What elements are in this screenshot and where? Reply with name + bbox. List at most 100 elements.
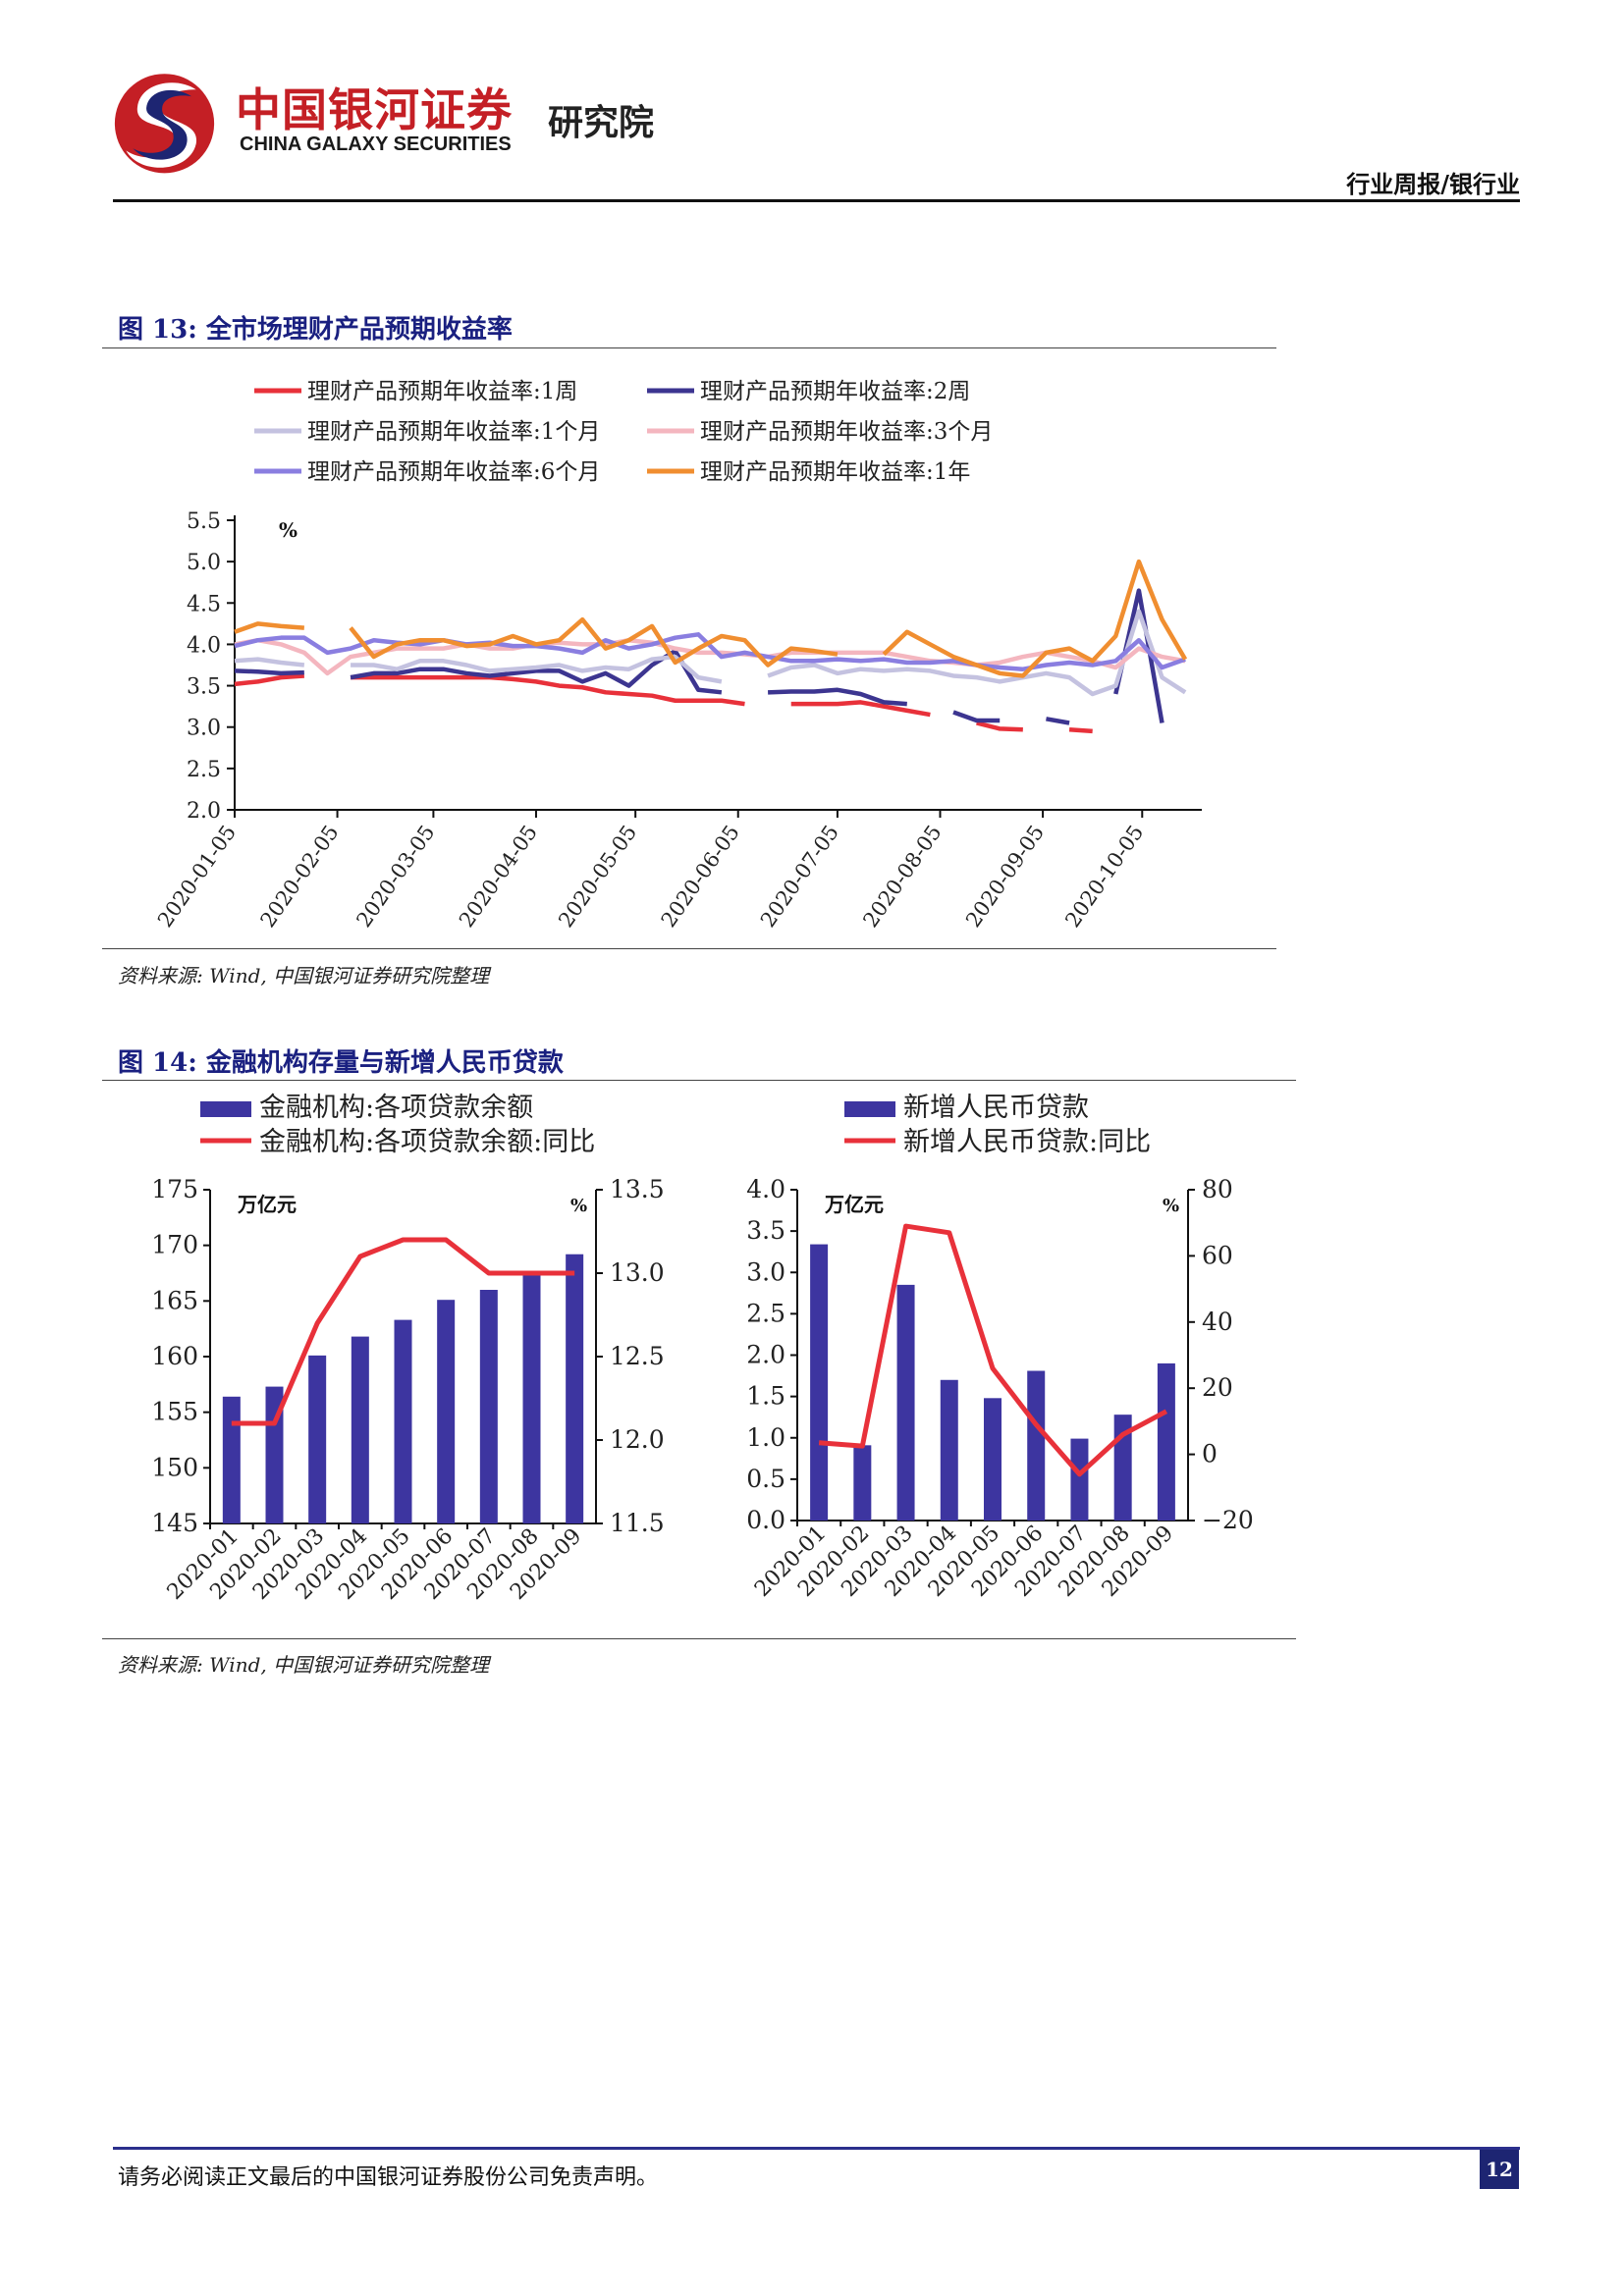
x-tick-label: 2020-05-05 (554, 821, 641, 932)
x-tick-label: 2020-03-05 (352, 821, 439, 932)
y-tick-label: 3.5 (187, 675, 221, 700)
y-tick-label: 2.0 (187, 799, 221, 824)
bar (896, 1284, 915, 1521)
page-number: 12 (1480, 2150, 1519, 2189)
legend-label-5: 理财产品预期年收益率:6个月 (307, 459, 600, 485)
bar (1157, 1362, 1175, 1521)
yield-line-chart: 理财产品预期年收益率:1周 理财产品预期年收益率:2周理财产品预期年收益率:1个月… (153, 379, 1202, 932)
header-rule (113, 199, 1520, 202)
right-tick-label: −20 (1202, 1506, 1254, 1534)
left-tick-label: 3.0 (746, 1257, 785, 1286)
series-line-2 (1046, 717, 1070, 725)
y-tick-label: 3.0 (187, 717, 221, 741)
legend-line-label: 新增人民币贷款:同比 (903, 1127, 1151, 1157)
figure-13-source: 资料来源: Wind, 中国银河证券研究院整理 (118, 964, 490, 988)
left-tick-label: 1.5 (746, 1382, 785, 1411)
galaxy-logo-icon (114, 74, 215, 174)
legend-label-3: 理财产品预期年收益率:1个月 (307, 419, 600, 445)
legend-label-2: 理财产品预期年收益率:2周 (700, 379, 970, 404)
y-tick-label: 4.0 (187, 633, 221, 658)
legend-label-1: 理财产品预期年收益率:1周 (307, 379, 577, 404)
right-tick-label: 13.0 (610, 1258, 665, 1287)
left-tick-label: 165 (151, 1286, 198, 1314)
series-line-3 (767, 609, 1187, 697)
left-axis-unit: 万亿元 (237, 1193, 297, 1216)
left-tick-label: 0.0 (746, 1506, 785, 1534)
left-tick-label: 0.5 (746, 1465, 785, 1493)
bar (437, 1300, 456, 1523)
right-tick-label: 12.0 (610, 1425, 665, 1454)
legend-label-4: 理财产品预期年收益率:3个月 (700, 419, 993, 445)
institute-name: 研究院 (548, 103, 655, 143)
left-tick-label: 170 (151, 1231, 198, 1259)
legend-bar-label: 金融机构:各项贷款余额 (259, 1093, 533, 1123)
bar (265, 1386, 284, 1523)
brand-name-en: CHINA GALAXY SECURITIES (240, 133, 512, 155)
footer-disclaimer: 请务必阅读正文最后的中国银河证券股份公司免责声明。 (118, 2165, 659, 2190)
series-line-1 (976, 721, 1023, 732)
left-tick-label: 155 (151, 1398, 198, 1426)
brand-name-cn: 中国银河证券 (236, 83, 513, 136)
series-line-2 (952, 710, 1001, 723)
bar (351, 1336, 369, 1523)
bar (853, 1445, 872, 1521)
left-tick-label: 145 (151, 1509, 198, 1537)
bar (479, 1290, 498, 1523)
left-tick-label: 160 (151, 1342, 198, 1370)
x-tick-label: 2020-02-05 (256, 821, 344, 932)
left-axis-unit: 万亿元 (824, 1193, 884, 1216)
left-tick-label: 4.0 (746, 1175, 785, 1203)
series-line-6 (882, 559, 1188, 678)
right-tick-label: 80 (1202, 1175, 1233, 1203)
series-line-3 (351, 654, 723, 684)
bar (566, 1254, 584, 1523)
x-tick-label: 2020-09-05 (961, 821, 1049, 932)
y-axis-unit: % (279, 518, 298, 542)
series-line-6 (349, 616, 839, 667)
x-tick-label: 2020-08-05 (858, 821, 946, 932)
legend-label-6: 理财产品预期年收益率:1年 (700, 459, 970, 485)
right-tick-label: 40 (1202, 1308, 1233, 1336)
series-line-4 (234, 637, 1186, 676)
right-tick-label: 11.5 (610, 1509, 665, 1537)
bar (308, 1355, 327, 1523)
legend-line-label: 金融机构:各项贷款余额:同比 (259, 1127, 595, 1157)
x-tick-label: 2020-06-05 (657, 821, 744, 932)
y-tick-label: 4.5 (187, 592, 221, 616)
bar (394, 1319, 412, 1523)
y-tick-label: 2.5 (187, 758, 221, 782)
series-line-1 (234, 673, 304, 687)
series-line-2 (768, 687, 907, 707)
legend-bar-swatch (844, 1101, 895, 1117)
bar (810, 1244, 829, 1521)
y-tick-label: 5.0 (187, 551, 221, 575)
right-tick-label: 12.5 (610, 1342, 665, 1370)
left-tick-label: 1.0 (746, 1423, 785, 1452)
figure-14-top-rule (102, 1080, 1296, 1081)
right-axis-unit: % (570, 1196, 587, 1216)
footer-rule (113, 2147, 1520, 2150)
left-tick-label: 2.5 (746, 1299, 785, 1327)
left-tick-label: 2.0 (746, 1341, 785, 1369)
figure-14-bottom-rule (102, 1638, 1296, 1639)
figure-13-bottom-rule (102, 948, 1276, 949)
x-tick-label: 2020-07-05 (756, 821, 843, 932)
right-tick-label: 13.5 (610, 1175, 665, 1203)
bar (1027, 1370, 1046, 1521)
bar (984, 1398, 1001, 1521)
bar (940, 1379, 958, 1521)
bar (222, 1396, 241, 1523)
right-axis-unit: % (1163, 1196, 1179, 1216)
left-tick-label: 150 (151, 1453, 198, 1481)
right-tick-label: 0 (1202, 1440, 1218, 1468)
figure-14-title: 图 14: 金融机构存量与新增人民币贷款 (118, 1048, 564, 1078)
x-tick-label: 2020-10-05 (1060, 821, 1148, 932)
bar (1070, 1438, 1089, 1521)
legend-bar-swatch (200, 1101, 251, 1117)
yoy-line (231, 1237, 575, 1426)
series-line-2 (234, 668, 304, 676)
y-tick-label: 5.5 (187, 509, 221, 534)
report-type: 行业周报/银行业 (1346, 170, 1520, 198)
figure-14-source: 资料来源: Wind, 中国银河证券研究院整理 (118, 1653, 490, 1677)
